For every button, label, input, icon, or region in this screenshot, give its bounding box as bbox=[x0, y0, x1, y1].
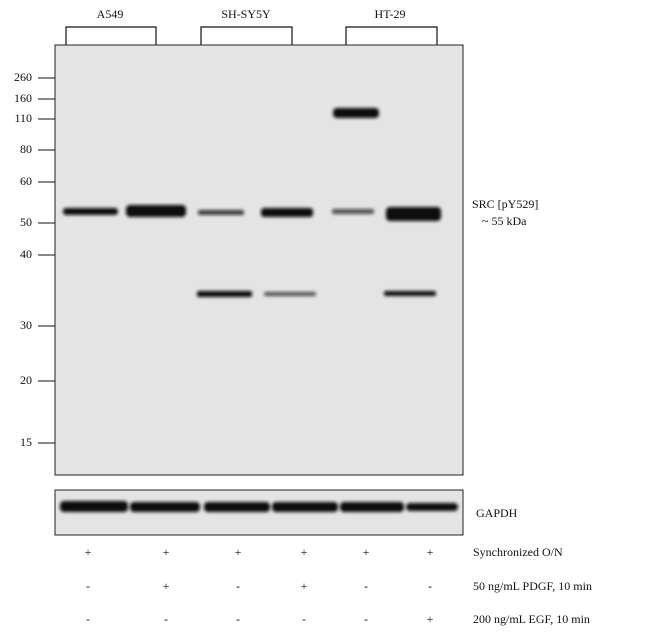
condition-label: 200 ng/mL EGF, 10 min bbox=[473, 612, 590, 626]
gapdh-bands bbox=[60, 501, 458, 512]
condition-symbol: - bbox=[164, 612, 168, 626]
cell-line-label: SH-SY5Y bbox=[221, 7, 271, 21]
condition-symbol: + bbox=[427, 612, 434, 626]
cell-line-label: A549 bbox=[97, 7, 124, 21]
marker-label: 20 bbox=[20, 373, 32, 387]
bands bbox=[63, 108, 441, 297]
condition-symbol: + bbox=[163, 579, 170, 593]
condition-symbol: - bbox=[86, 579, 90, 593]
condition-symbol: + bbox=[301, 579, 308, 593]
condition-symbol: - bbox=[236, 579, 240, 593]
lane-brackets bbox=[65, 26, 438, 45]
cell-line-label: HT-29 bbox=[375, 7, 406, 21]
condition-symbol: - bbox=[364, 612, 368, 626]
condition-symbol: - bbox=[236, 612, 240, 626]
condition-symbol: - bbox=[86, 612, 90, 626]
marker-label: 50 bbox=[20, 215, 32, 229]
loading-control-label: GAPDH bbox=[476, 506, 518, 520]
band-size: ~ 55 kDa bbox=[482, 214, 527, 228]
condition-symbol: - bbox=[364, 579, 368, 593]
marker-label: 15 bbox=[20, 435, 32, 449]
marker-label: 260 bbox=[14, 70, 32, 84]
marker-label: 80 bbox=[20, 142, 32, 156]
loading-control-panel bbox=[54, 489, 464, 536]
marker-label: 60 bbox=[20, 174, 32, 188]
condition-symbol: + bbox=[235, 545, 242, 559]
condition-label: 50 ng/mL PDGF, 10 min bbox=[473, 579, 592, 593]
condition-label: Synchronized O/N bbox=[473, 545, 563, 559]
marker-label: 30 bbox=[20, 318, 32, 332]
condition-symbol: + bbox=[85, 545, 92, 559]
marker-label: 110 bbox=[14, 111, 32, 125]
condition-symbol: - bbox=[302, 612, 306, 626]
band-name: SRC [pY529] bbox=[472, 197, 538, 211]
condition-symbol: + bbox=[363, 545, 370, 559]
condition-symbol: + bbox=[163, 545, 170, 559]
blot-panel bbox=[54, 44, 464, 476]
marker-label: 160 bbox=[14, 91, 32, 105]
condition-symbol: - bbox=[428, 579, 432, 593]
condition-symbol: + bbox=[427, 545, 434, 559]
condition-symbol: + bbox=[301, 545, 308, 559]
marker-label: 40 bbox=[20, 247, 32, 261]
